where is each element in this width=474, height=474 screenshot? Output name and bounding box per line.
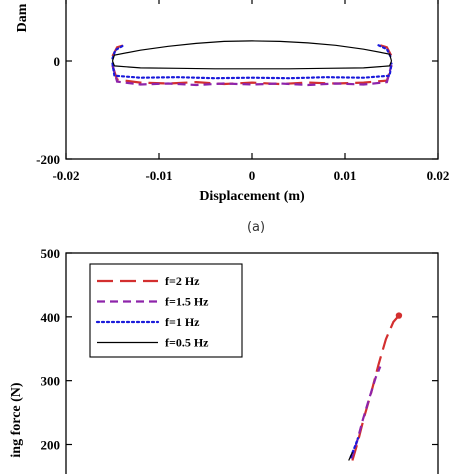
x-axis-title-a: Displacement (m) [199,189,305,204]
x-tick-label-a: -0.01 [145,168,172,183]
axis-ticks-a: -0.02 -0.01 0 0.01 0.02 -200 0 [36,0,449,183]
series-line [111,64,393,87]
series-b-f-0-5-hz [348,451,353,461]
legend-item: f=0.5 Hz [97,336,209,350]
series-group-b [348,312,403,461]
legend-items: f=2 Hz f=1.5 Hz f=1 Hz f=0.5 Hz [95,274,209,350]
y-tick-label-b: 500 [41,246,61,261]
legend-label: f=0.5 Hz [165,336,209,350]
series-line [111,62,393,80]
y-tick-label-b: 400 [41,310,61,325]
series-line [111,40,393,62]
legend-b: f=2 Hz f=1.5 Hz f=1 Hz f=0.5 Hz [89,263,243,358]
legend-item: f=2 Hz [97,274,200,288]
y-tick-label-b: 300 [41,374,61,389]
series-line [111,60,393,70]
series-endpoint [395,312,403,319]
y-axis-title-b: ing force (N) [9,382,24,457]
chart-panel-a: -0.02 -0.01 0 0.01 0.02 -200 0 Displacement (m… [15,0,449,235]
axis-ticks-b: 200 300 400 500 [41,246,438,453]
y-axis-title-a: Dam [15,3,30,32]
x-tick-label-a: 0 [249,168,256,183]
legend-frame [89,263,243,358]
chart-panel-b: 200 300 400 500 ing force (N) f=2 Hz f=1.5 H… [9,246,439,474]
series-a-f-1-hz [111,44,393,80]
series-a-f-1-5-hz [111,64,393,87]
legend-label: f=1.5 Hz [165,295,209,309]
series-b-f-2-hz [351,312,403,461]
y-tick-label-a: -200 [36,152,60,167]
series-line [351,314,400,461]
series-line [111,65,393,86]
x-tick-label-a: -0.02 [52,168,79,183]
series-a-f-0-5-hz [111,40,393,70]
series-line [348,451,353,461]
series-line [379,44,393,57]
y-tick-label-b: 200 [41,438,61,453]
legend-item: f=1 Hz [95,315,200,329]
panel-caption-a: (a) [247,220,265,235]
x-tick-label-a: 0.01 [334,168,357,183]
y-tick-label-a: 0 [54,54,61,69]
plot-frame-b [65,252,439,474]
series-line [111,44,125,60]
x-tick-label-a: 0.02 [427,168,450,183]
plot-frame-a [65,0,439,160]
legend-label: f=2 Hz [165,274,200,288]
series-group-a [111,40,393,87]
legend-item: f=1.5 Hz [97,295,209,309]
legend-label: f=1 Hz [165,315,200,329]
